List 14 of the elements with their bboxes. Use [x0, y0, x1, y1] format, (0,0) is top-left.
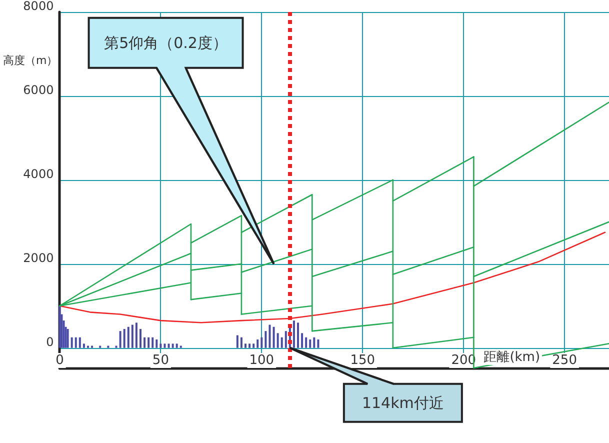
- y-tick-label: 2000: [23, 250, 54, 265]
- x-tick-label: 250: [552, 353, 577, 368]
- x-tick-label: 50: [152, 353, 169, 368]
- y-tick-label: 6000: [23, 82, 54, 97]
- annotation: 114km付近: [362, 394, 444, 412]
- y-tick-label: 4000: [23, 166, 54, 181]
- y-axis-title: 高度（m）: [2, 54, 58, 67]
- x-tick-label: 150: [350, 353, 376, 368]
- annotation: 第5仰角（0.2度）: [104, 34, 228, 52]
- x-axis-title: 距離(km): [484, 350, 540, 365]
- y-tick-label: 8000: [23, 0, 54, 13]
- x-tick-label: 100: [249, 353, 274, 368]
- y-tick-label: 0: [46, 334, 54, 349]
- x-tick-label: 0: [56, 353, 64, 368]
